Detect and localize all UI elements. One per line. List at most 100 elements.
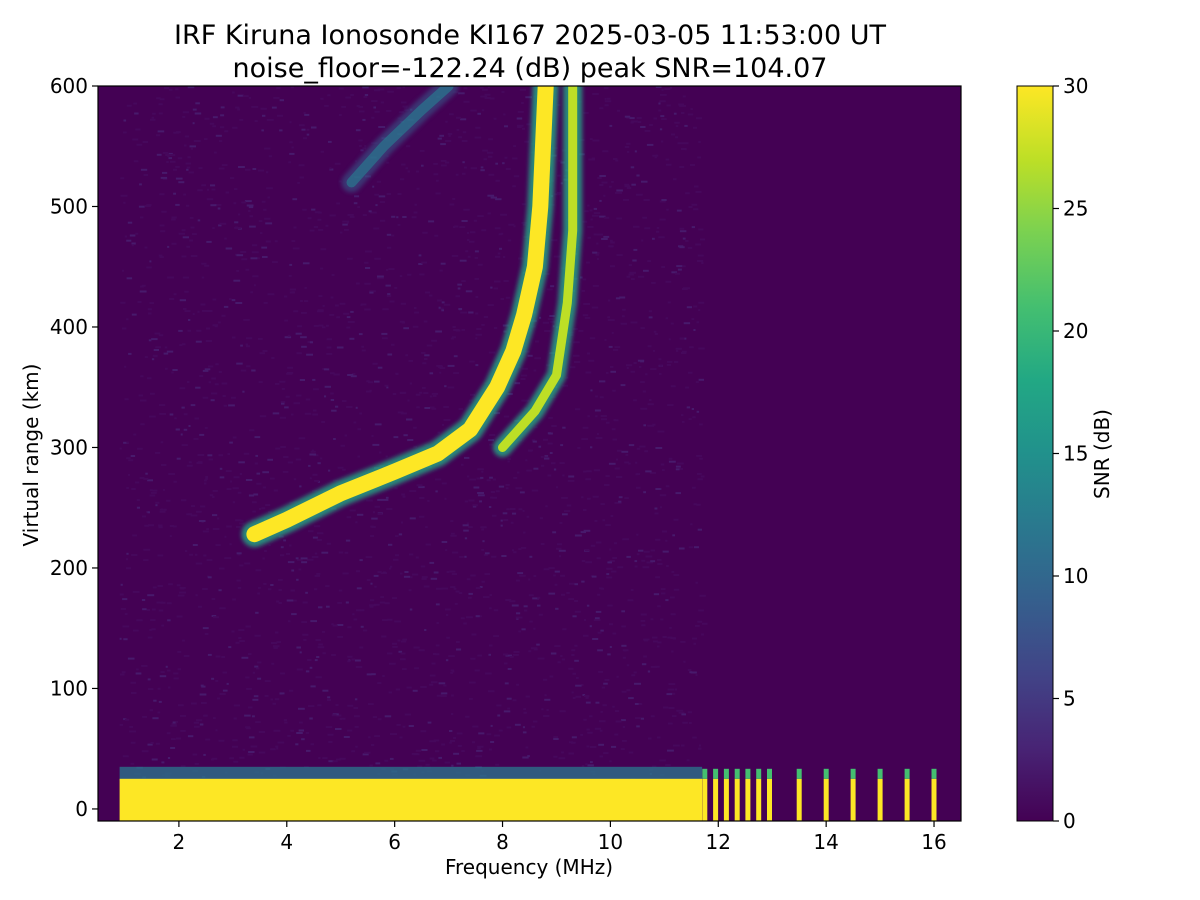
noise-cell (589, 625, 592, 628)
noise-cell (647, 403, 654, 406)
noise-cell (490, 286, 493, 289)
noise-cell (237, 94, 244, 97)
noise-cell (568, 667, 574, 670)
noise-cell (179, 591, 187, 594)
noise-cell (550, 652, 557, 655)
noise-cell (206, 240, 212, 243)
noise-cell (234, 188, 238, 191)
noise-cell (668, 460, 676, 463)
noise-cell (605, 524, 611, 527)
noise-cell (365, 250, 372, 253)
noise-cell (667, 749, 674, 752)
noise-cell (522, 223, 526, 226)
noise-cell (636, 117, 642, 119)
noise-cell (301, 621, 307, 624)
noise-cell (188, 319, 191, 321)
noise-cell (206, 528, 209, 531)
noise-cell (329, 313, 335, 316)
noise-cell (600, 587, 605, 590)
noise-cell (307, 217, 312, 220)
noise-cell (150, 392, 155, 395)
noise-cell (296, 558, 303, 561)
x-tick-label: 14 (813, 830, 838, 854)
noise-cell (358, 105, 363, 108)
noise-cell (190, 255, 198, 257)
noise-cell (129, 725, 134, 728)
noise-cell (233, 279, 241, 282)
noise-cell (696, 117, 703, 120)
discrete-line (904, 778, 910, 821)
noise-cell (405, 145, 411, 148)
noise-cell (381, 635, 387, 638)
noise-cell (481, 323, 485, 326)
noise-cell (494, 227, 501, 230)
noise-cell (577, 446, 581, 449)
noise-cell (622, 315, 625, 318)
noise-cell (199, 723, 204, 726)
noise-cell (399, 736, 403, 739)
noise-cell (589, 209, 593, 212)
noise-cell (645, 470, 652, 473)
noise-cell (326, 346, 332, 349)
noise-cell (557, 192, 562, 194)
noise-cell (221, 164, 228, 167)
noise-cell (540, 543, 545, 545)
noise-cell (222, 671, 227, 674)
noise-cell (503, 280, 509, 282)
noise-cell (428, 220, 435, 223)
noise-cell (236, 525, 241, 528)
noise-cell (180, 433, 183, 436)
noise-cell (401, 163, 406, 166)
noise-cell (475, 755, 483, 758)
noise-cell (312, 413, 319, 416)
noise-cell (599, 175, 606, 177)
noise-cell (154, 332, 161, 335)
noise-cell (449, 730, 453, 732)
noise-cell (560, 574, 566, 577)
noise-cell (215, 363, 219, 366)
noise-cell (461, 463, 464, 466)
noise-cell (312, 388, 319, 391)
noise-cell (255, 569, 262, 572)
noise-cell (305, 731, 310, 734)
noise-cell (674, 121, 680, 124)
noise-cell (309, 477, 312, 480)
noise-cell (469, 231, 476, 234)
noise-cell (693, 208, 699, 211)
noise-cell (559, 710, 566, 713)
noise-cell (487, 155, 493, 158)
noise-cell (562, 628, 567, 631)
noise-cell (513, 225, 516, 228)
noise-cell (586, 261, 590, 264)
noise-cell (142, 515, 146, 518)
noise-cell (377, 513, 383, 515)
noise-cell (641, 559, 646, 562)
noise-cell (558, 757, 566, 760)
discrete-line-cap (877, 768, 883, 779)
noise-cell (514, 382, 521, 385)
noise-cell (502, 256, 506, 258)
noise-cell (658, 236, 665, 239)
noise-cell (403, 575, 411, 578)
noise-cell (387, 618, 393, 621)
noise-cell (475, 312, 479, 315)
noise-cell (218, 589, 222, 592)
noise-cell (345, 96, 352, 99)
noise-cell (653, 117, 657, 120)
noise-cell (332, 624, 338, 627)
noise-cell (398, 533, 403, 536)
noise-cell (507, 707, 511, 710)
noise-cell (693, 642, 697, 645)
noise-cell (421, 351, 426, 354)
noise-cell (157, 711, 161, 714)
noise-cell (693, 546, 699, 549)
noise-cell (555, 607, 559, 610)
noise-cell (593, 233, 597, 236)
noise-cell (175, 165, 180, 168)
noise-cell (372, 716, 378, 719)
noise-cell (562, 474, 565, 477)
noise-cell (542, 438, 549, 441)
noise-cell (332, 479, 338, 482)
noise-cell (603, 87, 609, 90)
noise-cell (387, 293, 391, 296)
